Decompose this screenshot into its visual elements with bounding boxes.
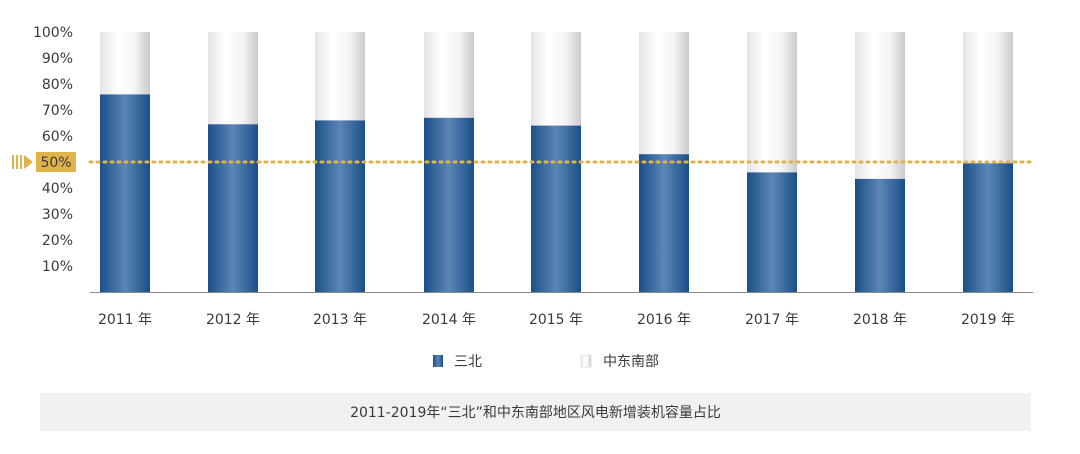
marker-stripe	[12, 155, 14, 169]
bar-zhongdongnanbu	[963, 32, 1013, 164]
y-tick-label: 70%	[42, 103, 73, 119]
bar-zhongdongnanbu	[315, 32, 365, 121]
marker-stripe	[16, 155, 18, 169]
x-tick-label: 2017 年	[745, 312, 799, 328]
bar-sanbei	[531, 125, 581, 292]
y-tick-label: 10%	[42, 259, 73, 275]
bar-sanbei	[100, 94, 150, 293]
y-tick-label: 30%	[42, 207, 73, 223]
legend-label-zhongdongnanbu: 中东南部	[603, 354, 659, 370]
chart-caption: 2011-2019年“三北”和中东南部地区风电新增装机容量占比	[40, 393, 1031, 431]
legend: 三北 中东南部	[433, 354, 659, 370]
marker-arrow-icon	[24, 155, 33, 169]
bar-sanbei	[424, 117, 474, 292]
y-tick-label: 20%	[42, 233, 73, 249]
bar-sanbei	[963, 163, 1013, 292]
bar-zhongdongnanbu	[208, 32, 258, 125]
bar-zhongdongnanbu	[639, 32, 689, 155]
y-tick-label: 90%	[42, 51, 73, 67]
x-tick-label: 2016 年	[637, 312, 691, 328]
legend-label-sanbei: 三北	[454, 354, 482, 370]
bar-zhongdongnanbu	[747, 32, 797, 173]
bar-zhongdongnanbu	[100, 32, 150, 95]
y-tick-label: 100%	[33, 25, 73, 41]
x-tick-label: 2014 年	[422, 312, 476, 328]
x-tick-label: 2013 年	[313, 312, 367, 328]
x-tick-label: 2015 年	[529, 312, 583, 328]
legend-swatch-zhongdongnanbu	[580, 354, 592, 368]
marker-stripe	[20, 155, 22, 169]
y-tick-label: 60%	[42, 129, 73, 145]
bar-sanbei	[208, 124, 258, 292]
bar-zhongdongnanbu	[531, 32, 581, 126]
x-tick-label: 2019 年	[961, 312, 1015, 328]
reference-line-50: 50%	[12, 152, 1035, 172]
y-tick-label: 40%	[42, 181, 73, 197]
legend-swatch-sanbei	[433, 355, 443, 367]
y-axis-ticks: 10% 20% 30% 40% 60% 70% 80% 90% 100%	[33, 25, 73, 275]
reference-label: 50%	[40, 155, 71, 171]
y-tick-label: 80%	[42, 77, 73, 93]
reference-label-box	[36, 152, 76, 172]
x-axis-labels: 2011 年 2012 年 2013 年 2014 年 2015 年 2016 年 2017…	[98, 312, 1015, 328]
bars	[100, 32, 1013, 293]
bar-sanbei	[855, 178, 905, 292]
x-tick-label: 2018 年	[853, 312, 907, 328]
bar-sanbei	[639, 154, 689, 292]
x-tick-label: 2012 年	[206, 312, 260, 328]
bar-zhongdongnanbu	[855, 32, 905, 179]
x-tick-label: 2011 年	[98, 312, 152, 328]
bar-zhongdongnanbu	[424, 32, 474, 118]
bar-sanbei	[747, 172, 797, 292]
bar-sanbei	[315, 120, 365, 293]
